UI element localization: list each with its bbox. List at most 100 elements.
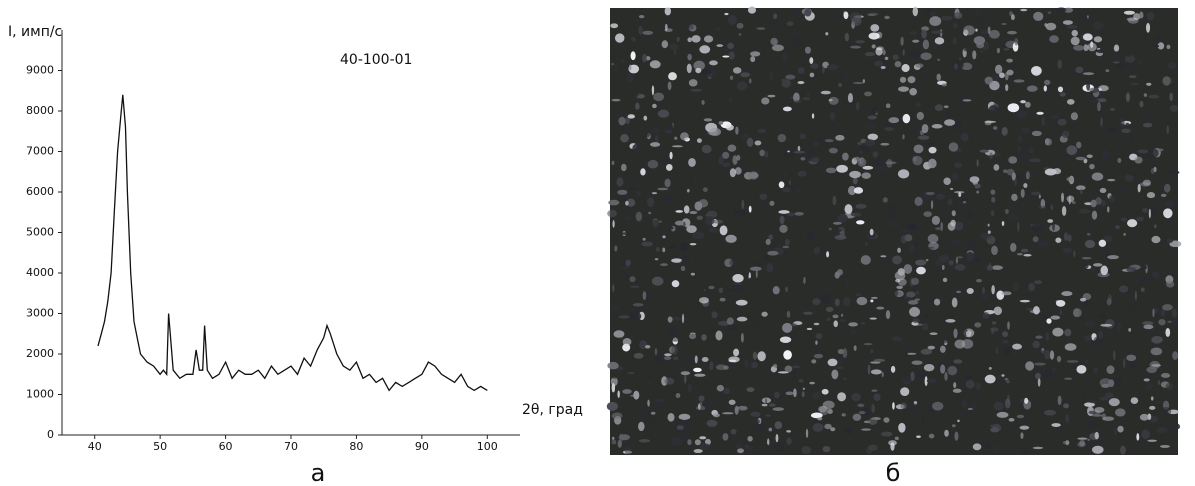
speck xyxy=(729,75,734,80)
speck xyxy=(1125,63,1135,73)
speck xyxy=(680,242,690,252)
speck xyxy=(813,141,819,147)
speck xyxy=(1061,192,1065,203)
speck xyxy=(728,399,736,405)
speck xyxy=(951,210,956,217)
speck xyxy=(683,221,686,229)
speck xyxy=(674,50,677,55)
speck xyxy=(927,345,936,350)
speck xyxy=(831,369,839,380)
speck xyxy=(689,333,697,340)
speck xyxy=(812,423,824,432)
speck xyxy=(822,400,835,410)
speck xyxy=(1105,127,1118,133)
speck xyxy=(990,210,995,217)
speck xyxy=(840,313,844,317)
speck xyxy=(927,233,939,244)
speck xyxy=(1049,35,1059,43)
speck xyxy=(1016,414,1025,419)
speck xyxy=(1150,396,1154,401)
speck xyxy=(1130,341,1135,345)
speck xyxy=(696,215,703,221)
speck xyxy=(801,391,805,398)
speck xyxy=(963,25,975,36)
speck xyxy=(1001,221,1005,226)
speck xyxy=(611,305,621,310)
speck xyxy=(620,58,624,64)
speck xyxy=(751,40,754,48)
speck xyxy=(1016,110,1027,119)
speck xyxy=(1063,7,1074,13)
x-tick-label: 50 xyxy=(153,440,167,453)
speck xyxy=(779,336,792,344)
speck xyxy=(935,227,943,230)
speck xyxy=(896,285,903,290)
speck xyxy=(701,144,712,154)
speck xyxy=(1020,248,1029,253)
speck xyxy=(1128,328,1132,332)
speck xyxy=(1075,156,1086,161)
speck xyxy=(940,15,953,21)
speck xyxy=(853,268,856,275)
speck xyxy=(1110,107,1115,111)
speck xyxy=(860,428,872,431)
speck xyxy=(960,197,971,204)
speck xyxy=(947,198,953,206)
speck xyxy=(735,444,744,449)
speck xyxy=(835,134,845,141)
speck xyxy=(1052,366,1056,373)
speck xyxy=(954,191,965,194)
speck xyxy=(860,330,869,340)
speck xyxy=(769,200,775,206)
speck xyxy=(1137,183,1141,193)
speck xyxy=(988,367,992,370)
speck xyxy=(833,229,843,233)
speck xyxy=(723,48,731,52)
speck xyxy=(1108,195,1116,203)
speck xyxy=(967,407,973,411)
speck xyxy=(844,277,849,287)
speck xyxy=(1019,425,1030,430)
speck xyxy=(782,322,793,333)
speck xyxy=(885,310,891,320)
speck xyxy=(672,356,679,361)
speck xyxy=(828,96,839,105)
speck xyxy=(651,85,655,96)
speck xyxy=(810,156,820,163)
speck xyxy=(771,44,784,52)
speck xyxy=(848,322,858,327)
speck xyxy=(843,297,851,307)
speck xyxy=(1137,149,1149,154)
speck xyxy=(632,143,642,153)
speck xyxy=(1171,308,1177,318)
speck xyxy=(900,402,907,410)
speck xyxy=(762,255,770,262)
speck xyxy=(1075,66,1084,74)
speck xyxy=(892,255,902,265)
speck xyxy=(678,115,682,125)
speck xyxy=(712,219,724,224)
speck xyxy=(894,61,902,68)
speck xyxy=(868,418,878,425)
speck xyxy=(982,312,990,319)
speck xyxy=(1086,232,1091,236)
speck xyxy=(940,221,943,232)
speck xyxy=(944,119,956,126)
speck xyxy=(665,164,673,171)
speck xyxy=(718,287,724,294)
speck xyxy=(667,413,675,422)
speck xyxy=(809,72,815,78)
speck xyxy=(1010,242,1017,252)
speck xyxy=(732,67,742,74)
speck xyxy=(687,53,692,61)
speck xyxy=(1098,312,1106,318)
speck xyxy=(975,382,982,391)
speck xyxy=(1066,234,1072,242)
speck xyxy=(651,127,661,135)
speck xyxy=(975,8,981,14)
speck xyxy=(730,428,737,435)
speck xyxy=(724,289,735,292)
speck xyxy=(773,13,778,20)
speck xyxy=(880,142,890,146)
speck xyxy=(768,234,773,240)
